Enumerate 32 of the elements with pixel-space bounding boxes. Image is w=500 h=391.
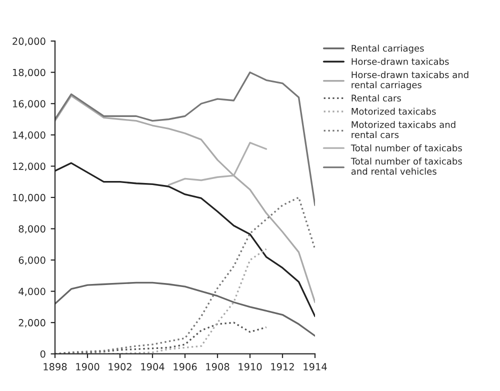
- line-series: [55, 282, 315, 337]
- y-tick-label: 2,000: [18, 319, 46, 328]
- y-tick-label: 8,000: [18, 225, 46, 234]
- y-tick-label: 12,000: [13, 162, 46, 171]
- x-tick-label: 1902: [108, 363, 132, 370]
- x-tick-label: 1910: [238, 363, 262, 370]
- legend-label: Total number of taxicabs and rental vehicles: [350, 158, 462, 175]
- x-tick-label: 1906: [174, 363, 197, 370]
- x-tick-label: 1912: [271, 363, 294, 370]
- y-tick-label: 0: [40, 350, 46, 358]
- legend-label: Horse-drawn taxicabs and rental carriages: [352, 71, 468, 90]
- legend-label: Rental cars: [352, 94, 401, 102]
- legend-label: Total number of taxicabs: [350, 144, 462, 152]
- x-tick-label: 1914: [304, 363, 327, 370]
- y-tick-label: 4,000: [18, 288, 46, 296]
- legend-label: Motorized taxicabs and rental cars: [352, 121, 456, 138]
- y-tick-label: 10,000: [13, 194, 46, 202]
- line-series: [168, 142, 268, 186]
- x-tick-label: 1908: [206, 363, 230, 370]
- y-tick-label: 6,000: [18, 256, 46, 265]
- legend-label: Rental carriages: [352, 44, 424, 54]
- line-series: [55, 94, 315, 304]
- y-tick-label: 16,000: [13, 100, 46, 108]
- x-tick-label: 1898: [44, 363, 67, 370]
- y-tick-label: 14,000: [13, 131, 46, 140]
- line-series: [55, 72, 315, 206]
- legend-label: Horse-drawn taxicabs: [352, 58, 449, 65]
- y-tick-label: 18,000: [13, 68, 46, 78]
- x-tick-label: 1900: [76, 363, 100, 370]
- y-tick-label: 20,000: [12, 38, 46, 46]
- legend-label: Motorized taxicabs: [352, 108, 436, 115]
- x-tick-label: 1904: [141, 363, 164, 370]
